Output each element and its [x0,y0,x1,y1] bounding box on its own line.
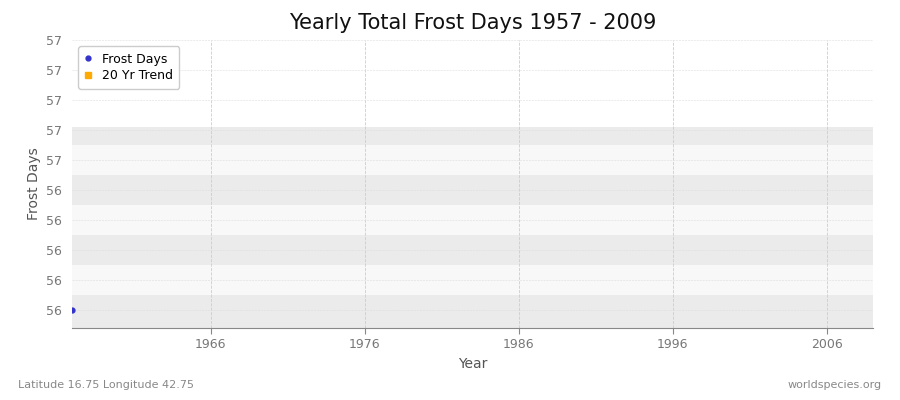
Bar [72,145,873,175]
Bar [72,127,873,145]
Legend: Frost Days, 20 Yr Trend: Frost Days, 20 Yr Trend [78,46,179,88]
Y-axis label: Frost Days: Frost Days [27,148,40,220]
X-axis label: Year: Year [458,357,487,371]
Bar [72,265,873,295]
Bar [72,205,873,235]
Title: Yearly Total Frost Days 1957 - 2009: Yearly Total Frost Days 1957 - 2009 [289,13,656,33]
Text: Latitude 16.75 Longitude 42.75: Latitude 16.75 Longitude 42.75 [18,380,194,390]
Bar [72,175,873,205]
Bar [72,235,873,265]
Bar [72,295,873,328]
Text: worldspecies.org: worldspecies.org [788,380,882,390]
